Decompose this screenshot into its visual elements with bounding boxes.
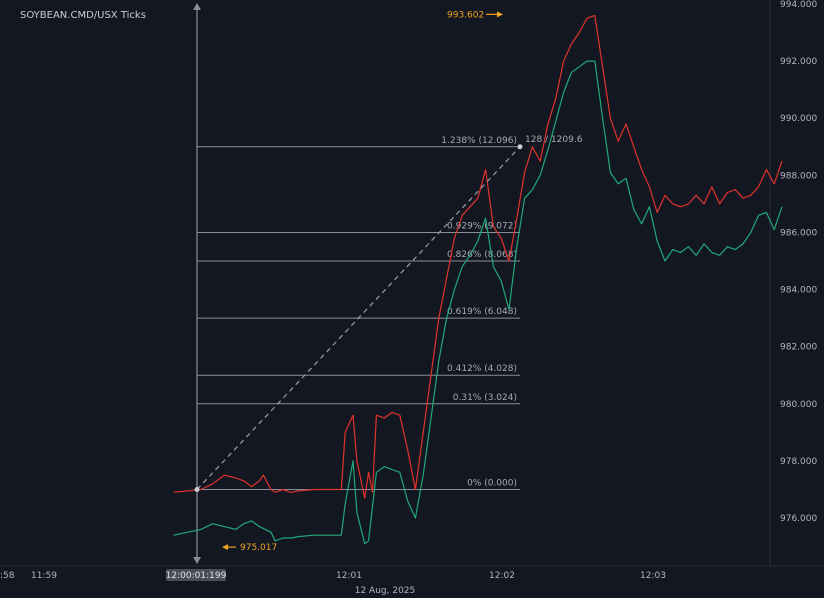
bid-price-line: [173, 60, 783, 545]
measure-label: 128 / 1209.6: [525, 135, 583, 145]
price-tick-label: 976.000: [780, 514, 817, 524]
price-tick-label: 980.000: [780, 400, 817, 410]
time-cursor-label: 12:00:01:199: [166, 571, 227, 581]
time-tick-label: 12:02: [489, 571, 515, 581]
time-tick-label: 12:03: [640, 571, 666, 581]
low-marker-label: 975.017: [240, 543, 277, 553]
fib-level-label: 0.412% (4.028): [447, 364, 517, 374]
arrow-down-icon: [193, 557, 201, 564]
price-tick-label: 978.000: [780, 457, 817, 467]
time-tick-label: 11:59: [31, 571, 57, 581]
fib-level-label: 1.238% (12.096): [441, 136, 517, 146]
fib-level-label: 0.826% (8.068): [447, 250, 517, 260]
price-tick-label: 982.000: [780, 343, 817, 353]
time-cursor-badge: [166, 569, 226, 581]
price-tick-label: 988.000: [780, 171, 817, 181]
high-marker-label: 993.602: [447, 10, 484, 20]
high-marker-arrow-icon: [497, 11, 503, 18]
trend-end-handle: [517, 144, 523, 150]
fib-level-label: 0.619% (6.048): [447, 307, 517, 317]
trend-start-handle: [194, 486, 200, 492]
fib-level-label: 0.31% (3.024): [453, 393, 517, 403]
price-tick-label: 990.000: [780, 114, 817, 124]
price-axis: [770, 0, 824, 598]
time-tick-label: :58: [0, 571, 15, 581]
price-tick-label: 994.000: [780, 0, 817, 10]
ask-price-line: [173, 14, 783, 499]
fib-level-label: 0% (0.000): [467, 478, 517, 488]
chart-title: SOYBEAN.CMD/USX Ticks: [20, 10, 146, 21]
price-tick-label: 984.000: [780, 286, 817, 296]
low-marker-arrow-icon: [222, 544, 228, 551]
price-tick-label: 986.000: [780, 228, 817, 238]
arrow-up-icon: [193, 3, 201, 10]
fib-level-label: 0.929% (9.072): [447, 221, 517, 231]
trend-dashed-line: [196, 146, 521, 490]
time-tick-label: 12:01: [336, 571, 362, 581]
date-label: 12 Aug, 2025: [355, 586, 416, 596]
price-tick-label: 992.000: [780, 57, 817, 67]
